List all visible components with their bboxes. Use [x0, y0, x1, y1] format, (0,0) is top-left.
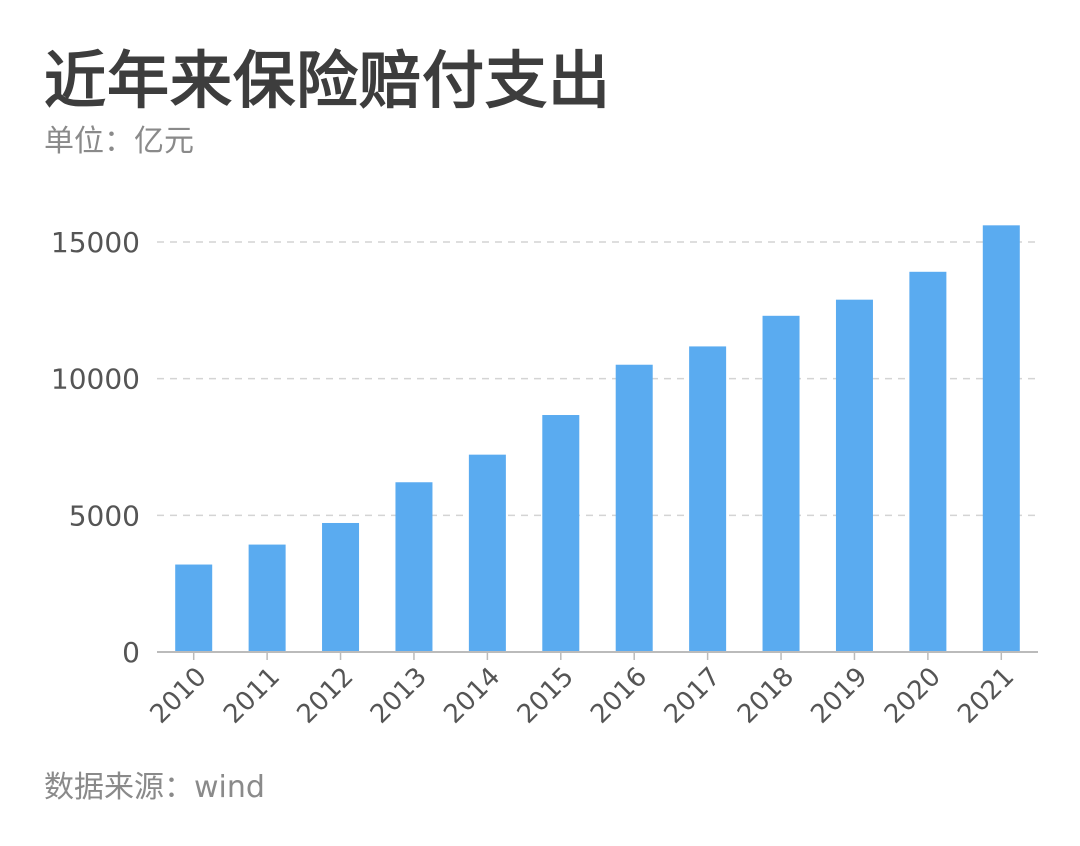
bar-2011: [248, 544, 286, 652]
x-tick-label: 2013: [365, 662, 433, 730]
bar-2021: [982, 225, 1020, 652]
bar-2016: [615, 364, 653, 652]
bar-2019: [835, 299, 873, 652]
chart-title: 近年来保险赔付支出: [44, 44, 612, 117]
bar-2014: [468, 454, 506, 652]
bar-2012: [322, 522, 360, 652]
data-source-note: 数据来源：wind: [44, 770, 265, 805]
x-tick-label: 2021: [952, 662, 1020, 730]
x-tick-label: 2011: [218, 662, 286, 730]
y-tick-label: 0: [122, 636, 140, 669]
bar-2015: [542, 415, 580, 652]
bar-2010: [175, 564, 213, 652]
x-tick-label: 2017: [659, 662, 727, 730]
bar-2017: [689, 346, 727, 652]
x-tick-label: 2014: [438, 662, 506, 730]
bar-2013: [395, 482, 433, 652]
y-tick-label: 15000: [51, 226, 140, 259]
bar-2020: [909, 271, 947, 652]
x-tick-label: 2016: [585, 662, 653, 730]
chart-unit-label: 单位：亿元: [44, 124, 194, 159]
x-tick-label: 2018: [732, 662, 800, 730]
x-tick-label: 2015: [512, 662, 580, 730]
y-tick-label: 10000: [51, 363, 140, 396]
x-tick-label: 2019: [805, 662, 873, 730]
x-tick-label: 2010: [145, 662, 213, 730]
x-tick-label: 2012: [291, 662, 359, 730]
y-tick-label: 5000: [69, 499, 140, 532]
x-tick-label: 2020: [879, 662, 947, 730]
bar-2018: [762, 315, 800, 652]
